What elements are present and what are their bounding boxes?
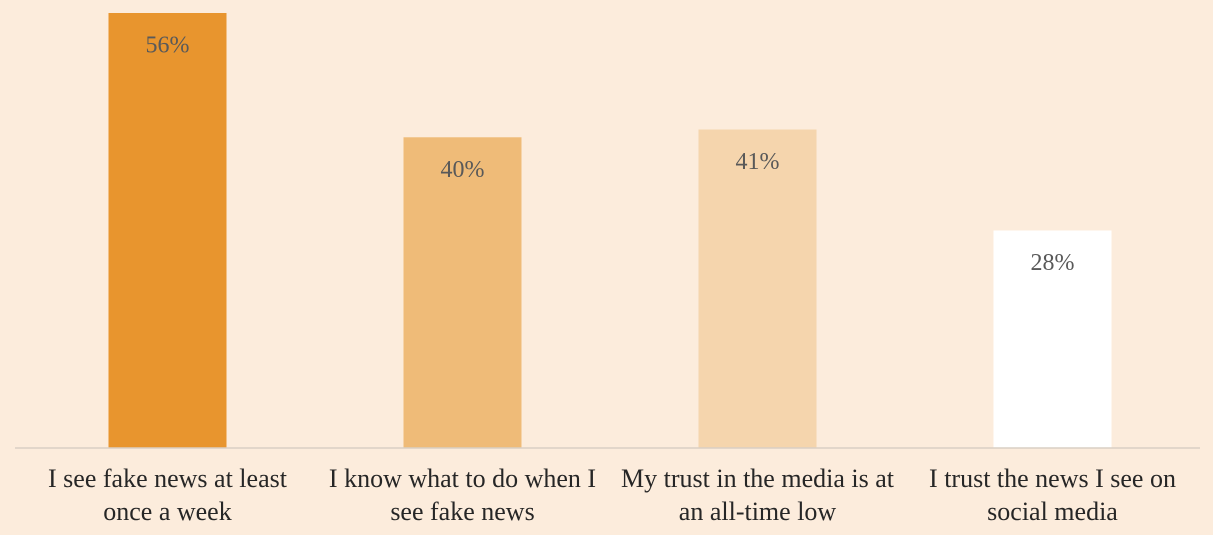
category-label: My trust in the media is at an all-time … (621, 464, 894, 526)
bar (108, 13, 227, 448)
data-label: 40% (441, 157, 485, 183)
category-label: I know what to do when I see fake news (328, 464, 597, 526)
data-label: 41% (736, 149, 780, 175)
bar (993, 230, 1112, 448)
category-label: I trust the news I see on social media (929, 464, 1176, 526)
data-label: 56% (146, 33, 190, 59)
category-label: I see fake news at least once a week (48, 464, 287, 526)
bar (403, 137, 522, 449)
bar (698, 129, 817, 448)
data-label: 28% (1031, 250, 1075, 276)
